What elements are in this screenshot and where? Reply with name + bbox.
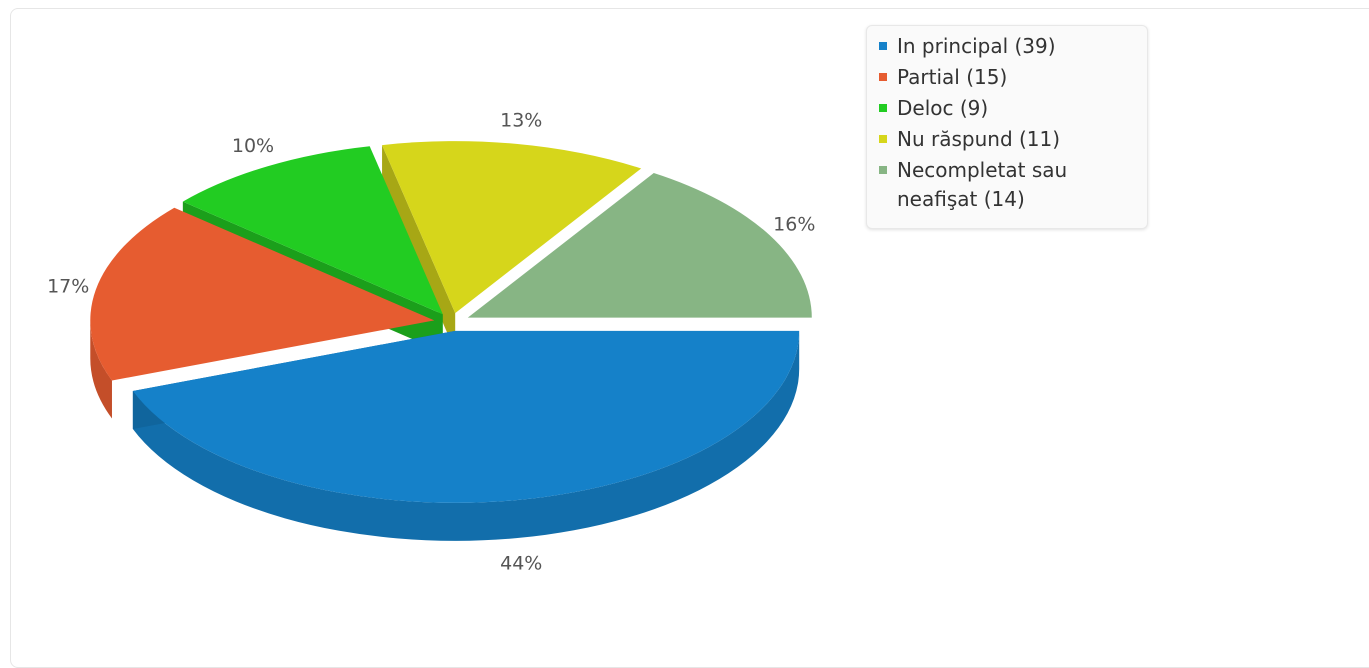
legend-label: Partial (15) [897,65,1008,89]
legend-swatch [879,73,887,81]
pie-slice-partial[interactable] [90,207,435,419]
legend-label: Nu răspund (11) [897,127,1061,151]
legend-label: Deloc (9) [897,96,989,120]
pie-chart: 44% 17% 10% 13% 16% [47,109,815,575]
pie-slice-top [182,146,443,315]
pie-slice-necompletat[interactable] [467,172,812,318]
legend-label: Necompletat sau neafişat (14) [897,158,1068,211]
legend-item-necompletat[interactable]: Necompletat sau neafişat (14) [879,156,1137,214]
pie-slice-side [132,330,800,541]
legend-item-in-principal[interactable]: In principal (39) [879,32,1137,61]
pie-percent-label: 16% [773,213,815,235]
legend-item-nu-raspund[interactable]: Nu răspund (11) [879,125,1137,154]
legend-swatch [879,166,887,174]
legend-swatch [879,135,887,143]
pie-slice-top [132,330,800,503]
legend: In principal (39) Partial (15) Deloc (9)… [866,25,1148,229]
pie-percent-label: 44% [500,553,542,575]
pie-slice-top [467,172,812,318]
pie-slice-wall [382,145,456,352]
pie-slice-in-principal[interactable] [132,330,800,541]
legend-swatch [879,104,887,112]
legend-swatch [879,42,887,50]
legend-label: In principal (39) [897,34,1056,58]
pie-percent-label: 17% [47,275,89,297]
pie-slice-top [90,207,435,381]
pie-slice-nu-raspund[interactable] [382,141,642,352]
pie-percent-label: 10% [232,135,274,157]
pie-slice-top [382,141,642,314]
pie-slice-side [90,320,112,419]
legend-item-deloc[interactable]: Deloc (9) [879,94,1137,123]
pie-percent-label: 13% [500,109,542,131]
legend-item-partial[interactable]: Partial (15) [879,63,1137,92]
